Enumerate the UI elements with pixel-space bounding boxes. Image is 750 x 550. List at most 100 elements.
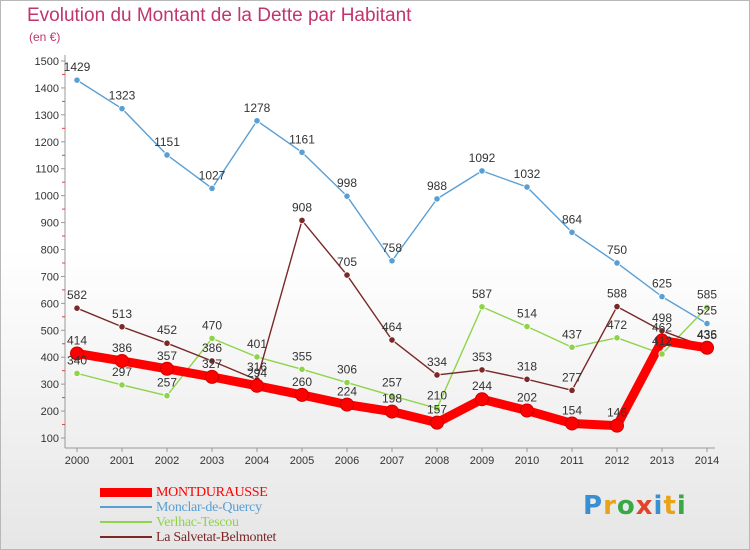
data-point (655, 333, 669, 348)
data-label: 758 (382, 241, 402, 255)
brand-letter: x (635, 491, 654, 521)
data-point (343, 271, 351, 279)
legend-swatch (100, 536, 152, 538)
x-tick-label: 2008 (425, 455, 449, 467)
data-label: 224 (337, 385, 357, 399)
legend-swatch (100, 487, 152, 497)
data-point (475, 392, 489, 407)
brand-letter: t (663, 491, 677, 521)
data-label: 587 (472, 287, 492, 301)
brand-letter: P (583, 491, 604, 521)
x-tick-label: 2004 (245, 455, 269, 467)
data-label: 452 (157, 323, 177, 337)
x-tick-label: 2005 (290, 455, 314, 467)
x-tick-label: 2012 (605, 455, 629, 467)
legend-swatch (100, 521, 152, 523)
chart-title: Evolution du Montant de la Dette par Hab… (27, 5, 412, 26)
data-point (388, 392, 396, 400)
data-point (565, 416, 579, 431)
data-point (430, 415, 444, 430)
data-label: 386 (202, 341, 222, 355)
data-point (478, 303, 486, 311)
data-point (163, 151, 171, 159)
data-label: 436 (697, 328, 717, 342)
data-label: 257 (382, 376, 402, 390)
data-point (568, 343, 576, 351)
data-point (433, 371, 441, 379)
data-label: 334 (427, 355, 447, 369)
y-tick-label: 400 (41, 352, 59, 364)
data-point (70, 346, 84, 361)
data-label: 412 (652, 334, 672, 348)
data-label: 327 (202, 357, 222, 371)
data-label: 470 (202, 318, 222, 332)
data-point (388, 336, 396, 344)
data-label: 244 (472, 379, 492, 393)
data-point (478, 366, 486, 374)
data-label: 750 (607, 243, 627, 257)
y-tick-label: 300 (41, 379, 59, 391)
x-tick-label: 2011 (560, 455, 584, 467)
y-tick-label: 800 (41, 245, 59, 257)
data-label: 582 (67, 288, 87, 302)
y-tick-label: 1200 (35, 137, 59, 149)
data-label: 472 (607, 318, 627, 332)
data-label: 625 (652, 277, 672, 291)
legend-label: La Salvetat-Belmontet (156, 530, 277, 545)
data-point (433, 195, 441, 203)
legend-label: Monclar-de-Quercy (156, 500, 262, 515)
legend-swatch (100, 506, 152, 508)
x-tick-label: 2000 (65, 455, 89, 467)
x-tick-label: 2013 (650, 455, 674, 467)
data-label: 401 (247, 337, 267, 351)
data-point (613, 302, 621, 311)
data-point (208, 357, 216, 365)
data-label: 585 (697, 287, 717, 301)
brand-logo: Proxiti (583, 491, 687, 521)
data-label: 1278 (244, 101, 271, 115)
data-point (118, 105, 126, 113)
x-tick-label: 2001 (110, 455, 134, 467)
data-point (478, 167, 486, 175)
data-point (163, 339, 171, 347)
data-label: 998 (337, 176, 357, 190)
legend-label: Verlhac-Tescou (156, 515, 239, 530)
data-label: 318 (517, 359, 537, 373)
data-label: 435 (697, 328, 717, 342)
data-label: 513 (112, 307, 132, 321)
y-tick-label: 1000 (35, 191, 59, 203)
y-tick-label: 1300 (35, 110, 59, 122)
data-point (118, 323, 126, 331)
data-point (388, 257, 396, 265)
data-point (73, 304, 81, 312)
data-point (385, 404, 399, 419)
data-point (520, 403, 534, 418)
data-label: 157 (427, 403, 447, 417)
x-tick-label: 2014 (695, 455, 719, 467)
data-label: 414 (67, 333, 87, 347)
data-point (250, 378, 264, 393)
data-label: 202 (517, 391, 537, 405)
data-point (433, 404, 441, 412)
data-label: 154 (562, 403, 582, 417)
data-label: 1027 (199, 168, 226, 182)
data-point (298, 365, 306, 373)
data-label: 498 (652, 311, 672, 325)
data-point (208, 184, 216, 192)
y-tick-label: 600 (41, 298, 59, 310)
data-label: 260 (292, 375, 312, 389)
data-point (298, 148, 306, 156)
chart-data-points (70, 76, 714, 433)
y-tick-label: 1100 (35, 164, 59, 176)
data-point (700, 340, 714, 355)
data-label: 277 (562, 370, 582, 384)
data-label: 514 (517, 307, 537, 321)
y-tick-label: 900 (41, 218, 59, 230)
x-tick-label: 2007 (380, 455, 404, 467)
data-point (253, 353, 261, 361)
data-point (703, 319, 711, 328)
data-point (523, 322, 531, 331)
data-label: 353 (472, 350, 492, 364)
